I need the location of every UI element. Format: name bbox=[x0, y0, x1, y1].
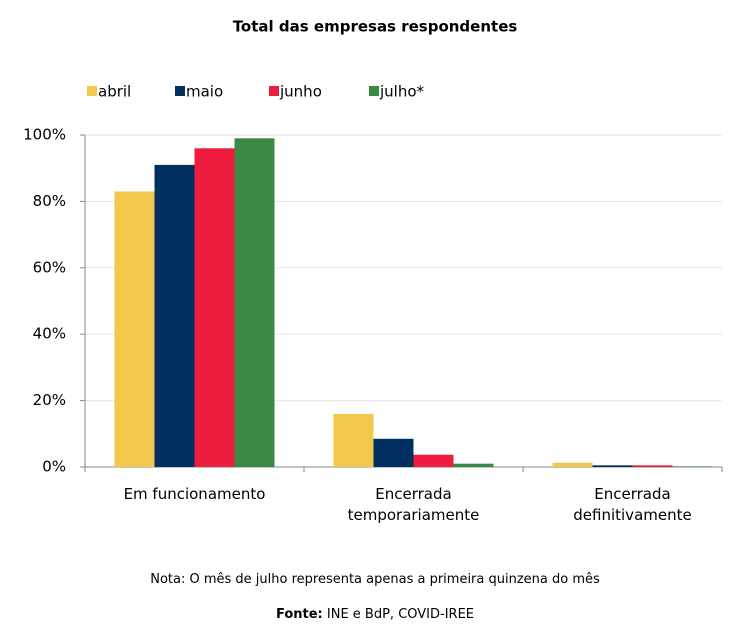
chart-title: Total das empresas respondentes bbox=[233, 18, 518, 36]
source: Fonte: INE e BdP, COVID-IREE bbox=[0, 607, 730, 622]
x-tick-label: Encerrada temporariamente bbox=[347, 485, 480, 524]
y-tick-label: 20% bbox=[33, 391, 66, 409]
bar bbox=[154, 164, 195, 467]
bar bbox=[413, 454, 454, 467]
bar bbox=[194, 148, 235, 467]
legend-label: abril bbox=[98, 83, 131, 101]
x-tick-label: Em funcionamento bbox=[123, 485, 266, 503]
bar bbox=[453, 463, 494, 467]
y-tick-label: 40% bbox=[33, 325, 66, 343]
bar bbox=[552, 462, 593, 467]
y-tick-label: 0% bbox=[42, 458, 66, 476]
bar bbox=[592, 465, 633, 467]
bar bbox=[234, 138, 275, 467]
bar bbox=[333, 413, 374, 467]
x-tick-label: Encerrada definitivamente bbox=[573, 485, 692, 524]
legend-swatch bbox=[369, 86, 379, 96]
legend-label: maio bbox=[186, 83, 223, 101]
y-tick-label: 80% bbox=[33, 192, 66, 210]
note: Nota: O mês de julho representa apenas a… bbox=[150, 572, 600, 587]
legend-swatch bbox=[87, 86, 97, 96]
source-label: Fonte: bbox=[275, 607, 323, 622]
bar bbox=[373, 438, 414, 467]
legend-swatch bbox=[175, 86, 185, 96]
bar bbox=[672, 466, 713, 467]
legend-label: julho* bbox=[379, 83, 425, 101]
source-text: INE e BdP, COVID-IREE bbox=[326, 607, 475, 622]
bar bbox=[632, 465, 673, 467]
legend-swatch bbox=[269, 86, 279, 96]
legend-label: junho bbox=[279, 83, 322, 101]
y-tick-label: 60% bbox=[33, 258, 66, 276]
y-tick-label: 100% bbox=[23, 126, 66, 144]
bar bbox=[114, 191, 155, 467]
